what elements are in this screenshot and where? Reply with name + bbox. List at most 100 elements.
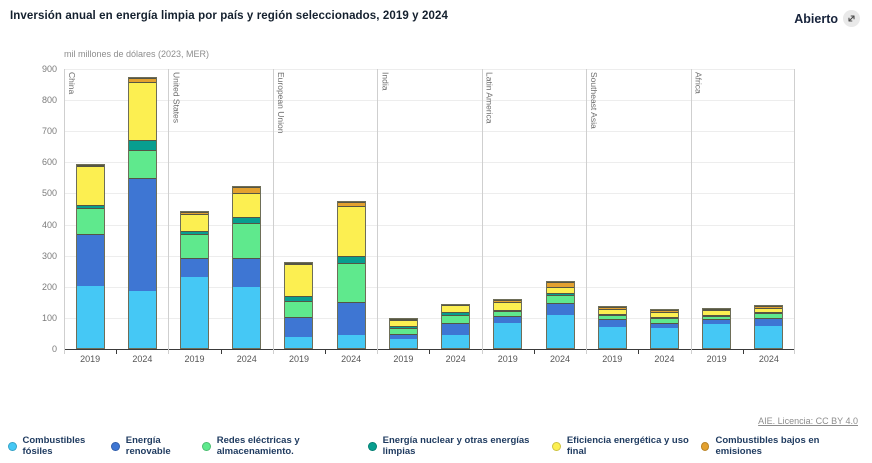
bar-china-2019[interactable]: [76, 164, 105, 349]
x-tick-label: 2019: [691, 354, 743, 364]
bar-segment-combustibles-f-siles: [390, 339, 417, 348]
legend-dot: [202, 442, 211, 451]
y-tick-label: 100: [42, 313, 57, 323]
year-divider-tick: [534, 350, 535, 354]
header: Inversión anual en energía limpia por pa…: [0, 0, 872, 27]
bar-slot: [429, 304, 481, 349]
bar-slot: [743, 305, 795, 349]
y-tick-label: 300: [42, 251, 57, 261]
x-tick-label: 2024: [534, 354, 586, 364]
y-tick-label: 700: [42, 126, 57, 136]
region-separator: [377, 69, 378, 354]
legend-dot: [8, 442, 17, 451]
bar-segment-energ-a-renovable: [442, 323, 469, 335]
bar-segment-combustibles-f-siles: [233, 287, 260, 348]
legend-item-redes-el-ctricas-y-almacenamiento-[interactable]: Redes eléctricas y almacenamiento.: [202, 435, 368, 457]
open-button-label: Abierto: [794, 12, 838, 26]
bar-segment-combustibles-f-siles: [442, 335, 469, 348]
legend-label: Energía renovable: [126, 435, 202, 457]
region-label: United States: [171, 72, 181, 123]
y-axis: 0100200300400500600700800900: [20, 69, 64, 349]
region-group-southeast-asia: Southeast Asia: [586, 69, 690, 349]
bar-segment-redes-el-ctricas-y-almacenamiento-: [442, 315, 469, 323]
bar-africa-2019[interactable]: [702, 308, 731, 349]
legend-label: Eficiencia energética y uso final: [567, 435, 701, 457]
y-tick-label: 600: [42, 157, 57, 167]
region-group-united-states: United States: [168, 69, 272, 349]
bar-slot: [168, 211, 220, 349]
open-button[interactable]: Abierto: [794, 10, 860, 27]
x-region-southeast-asia: 20192024: [586, 354, 690, 364]
bar-segment-redes-el-ctricas-y-almacenamiento-: [338, 263, 365, 302]
bar-latin-america-2024[interactable]: [546, 281, 575, 349]
bar-southeast-asia-2024[interactable]: [650, 309, 679, 349]
bar-slot: [377, 318, 429, 349]
bar-segment-eficiencia-energ-tica-y-uso-final: [181, 214, 208, 231]
region-group-china: China: [64, 69, 168, 349]
chart: 0100200300400500600700800900 ChinaUnited…: [20, 69, 872, 350]
bar-india-2024[interactable]: [441, 304, 470, 349]
bar-segment-eficiencia-energ-tica-y-uso-final: [442, 305, 469, 312]
bar-slot: [221, 186, 273, 349]
bar-segment-combustibles-f-siles: [181, 277, 208, 348]
legend-label: Combustibles bajos en emisiones: [715, 435, 858, 457]
legend-item-energ-a-nuclear-y-otras-energ-as-limpias[interactable]: Energía nuclear y otras energías limpias: [368, 435, 552, 457]
y-tick-label: 900: [42, 64, 57, 74]
region-label: Latin America: [485, 72, 495, 124]
bar-segment-energ-a-nuclear-y-otras-energ-as-limpias: [338, 256, 365, 263]
bar-segment-energ-a-renovable: [181, 258, 208, 277]
bar-latin-america-2019[interactable]: [493, 299, 522, 349]
plot-area: ChinaUnited StatesEuropean UnionIndiaLat…: [64, 69, 795, 350]
bar-china-2024[interactable]: [128, 77, 157, 349]
region-separator: [168, 69, 169, 354]
bar-slot: [64, 164, 116, 349]
legend-item-eficiencia-energ-tica-y-uso-final[interactable]: Eficiencia energética y uso final: [552, 435, 701, 457]
legend-item-energ-a-renovable[interactable]: Energía renovable: [111, 435, 202, 457]
bar-european-union-2024[interactable]: [337, 201, 366, 349]
region-label: China: [67, 72, 77, 94]
bar-segment-energ-a-nuclear-y-otras-energ-as-limpias: [129, 140, 156, 150]
y-tick-label: 0: [52, 344, 57, 354]
x-tick-label: 2024: [116, 354, 168, 364]
legend-item-combustibles-bajos-en-emisiones[interactable]: Combustibles bajos en emisiones: [701, 435, 858, 457]
region-group-european-union: European Union: [273, 69, 377, 349]
y-tick-label: 400: [42, 220, 57, 230]
bar-india-2019[interactable]: [389, 318, 418, 349]
region-separator: [691, 69, 692, 354]
bar-european-union-2019[interactable]: [284, 262, 313, 349]
bar-segment-combustibles-f-siles: [494, 323, 521, 348]
bar-slot: [534, 281, 586, 349]
bar-segment-eficiencia-energ-tica-y-uso-final: [494, 302, 521, 310]
bar-segment-redes-el-ctricas-y-almacenamiento-: [233, 223, 260, 258]
x-tick-label: 2024: [429, 354, 481, 364]
legend-label: Redes eléctricas y almacenamiento.: [217, 435, 368, 457]
x-tick-label: 2024: [638, 354, 690, 364]
x-tick-label: 2019: [482, 354, 534, 364]
year-divider-tick: [221, 350, 222, 354]
bar-segment-redes-el-ctricas-y-almacenamiento-: [181, 234, 208, 258]
legend-item-combustibles-f-siles[interactable]: Combustibles fósiles: [8, 435, 111, 457]
bar-segment-combustibles-f-siles: [651, 328, 678, 348]
region-separator: [482, 69, 483, 354]
attribution-link[interactable]: AIE. Licencia: CC BY 4.0: [758, 416, 858, 426]
bar-segment-eficiencia-energ-tica-y-uso-final: [233, 193, 260, 217]
bar-africa-2024[interactable]: [754, 305, 783, 349]
y-axis-unit-label: mil millones de dólares (2023, MER): [64, 49, 872, 59]
bar-segment-eficiencia-energ-tica-y-uso-final: [129, 82, 156, 140]
bar-slot: [325, 201, 377, 349]
bar-segment-combustibles-f-siles: [338, 335, 365, 348]
y-tick-label: 500: [42, 188, 57, 198]
x-tick-label: 2024: [743, 354, 795, 364]
bar-southeast-asia-2019[interactable]: [598, 306, 627, 349]
bar-united-states-2024[interactable]: [232, 186, 261, 349]
year-divider-tick: [429, 350, 430, 354]
bar-segment-combustibles-f-siles: [129, 291, 156, 348]
bar-segment-energ-a-renovable: [755, 318, 782, 326]
x-region-united-states: 20192024: [168, 354, 272, 364]
bar-segment-energ-a-renovable: [285, 317, 312, 337]
legend-label: Energía nuclear y otras energías limpias: [383, 435, 553, 457]
region-label: Southeast Asia: [589, 72, 599, 129]
legend-dot: [368, 442, 377, 451]
bar-united-states-2019[interactable]: [180, 211, 209, 349]
year-divider-tick: [638, 350, 639, 354]
